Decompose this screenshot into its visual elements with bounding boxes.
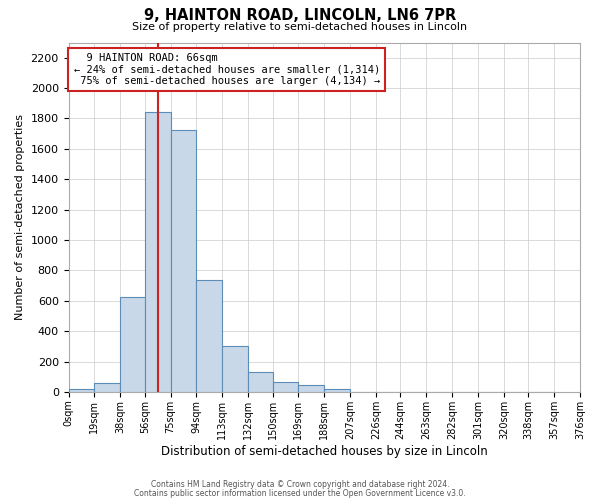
Bar <box>145 112 170 392</box>
Text: Contains HM Land Registry data © Crown copyright and database right 2024.: Contains HM Land Registry data © Crown c… <box>151 480 449 489</box>
Text: Contains public sector information licensed under the Open Government Licence v3: Contains public sector information licen… <box>134 488 466 498</box>
Bar <box>94 383 120 392</box>
Bar <box>298 385 324 392</box>
Bar <box>324 389 350 392</box>
Text: Size of property relative to semi-detached houses in Lincoln: Size of property relative to semi-detach… <box>133 22 467 32</box>
Y-axis label: Number of semi-detached properties: Number of semi-detached properties <box>15 114 25 320</box>
Bar <box>272 382 298 392</box>
Text: 9 HAINTON ROAD: 66sqm
← 24% of semi-detached houses are smaller (1,314)
 75% of : 9 HAINTON ROAD: 66sqm ← 24% of semi-deta… <box>74 53 380 86</box>
X-axis label: Distribution of semi-detached houses by size in Lincoln: Distribution of semi-detached houses by … <box>161 444 488 458</box>
Bar <box>248 372 272 392</box>
Bar <box>68 389 94 392</box>
Bar <box>222 346 248 392</box>
Bar <box>170 130 196 392</box>
Text: 9, HAINTON ROAD, LINCOLN, LN6 7PR: 9, HAINTON ROAD, LINCOLN, LN6 7PR <box>144 8 456 22</box>
Bar <box>196 280 222 392</box>
Bar <box>120 297 145 392</box>
